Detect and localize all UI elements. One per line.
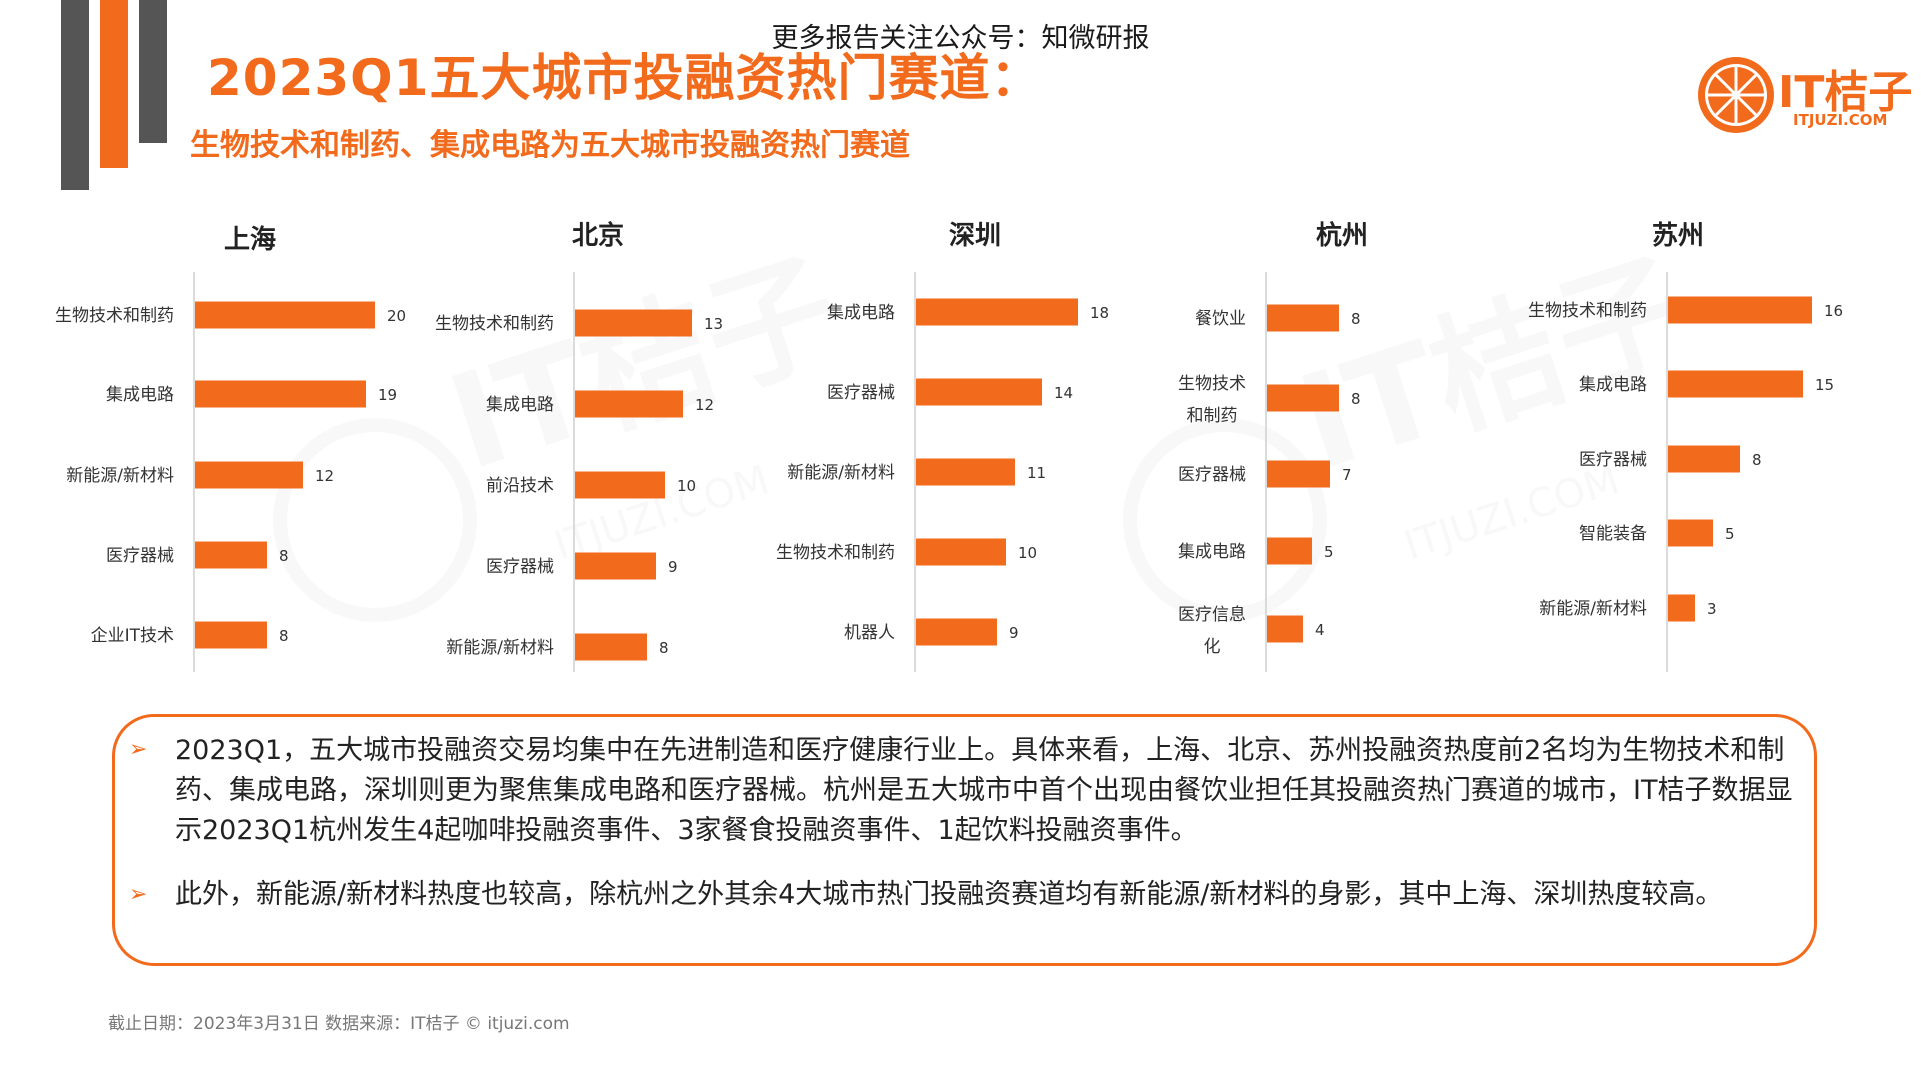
category-label-4-1: 集成电路 [1579, 375, 1647, 395]
data-label-0-0: 20 [387, 307, 406, 325]
orange-slice-icon [1698, 57, 1774, 133]
summary-paragraph-2: 此外，新能源/新材料热度也较高，除杭州之外其余4大城市热门投融资赛道均有新能源/… [175, 879, 1723, 910]
chart-title-2: 深圳 [949, 221, 1001, 251]
category-label-2-3: 生物技术和制药 [776, 543, 895, 563]
data-label-2-2: 11 [1027, 464, 1046, 482]
data-label-3-4: 4 [1315, 621, 1325, 639]
itjuzi-logo [1698, 57, 1774, 133]
bar-3-0 [1267, 304, 1339, 332]
data-label-1-0: 13 [704, 315, 723, 333]
summary-box: ➢ 2023Q1，五大城市投融资交易均集中在先进制造和医疗健康行业上。具体来看，… [112, 714, 1817, 966]
chart-title-0: 上海 [224, 225, 276, 255]
data-label-4-3: 5 [1725, 525, 1735, 543]
bar-2-1 [916, 378, 1042, 406]
arrow-bullet-icon: ➢ [129, 882, 148, 907]
category-label-3-1: 生物技术和制药 [1178, 374, 1246, 426]
bar-4-0 [1668, 296, 1812, 324]
bar-2-0 [916, 298, 1078, 326]
chart-title-1: 北京 [572, 220, 624, 251]
chart-title-4: 苏州 [1652, 221, 1704, 251]
footer-source: 截止日期：2023年3月31日 数据来源：IT桔子 © itjuzi.com [108, 1014, 570, 1034]
bar-3-4 [1267, 615, 1303, 643]
bar-4-4 [1668, 594, 1695, 622]
data-label-2-4: 9 [1009, 624, 1019, 642]
category-label-0-2: 新能源/新材料 [66, 466, 174, 486]
deco-bar-dark-left [61, 0, 89, 190]
data-label-3-2: 7 [1342, 466, 1352, 484]
logo-text: IT桔子 [1778, 67, 1913, 118]
deco-bar-orange [100, 0, 128, 168]
summary-paragraph-1: 2023Q1，五大城市投融资交易均集中在先进制造和医疗健康行业上。具体来看，上海… [175, 735, 1793, 846]
category-label-1-4: 新能源/新材料 [446, 638, 554, 658]
bar-1-4 [575, 633, 647, 661]
deco-bar-dark-right [139, 0, 167, 143]
category-label-4-2: 医疗器械 [1579, 450, 1647, 470]
data-label-1-2: 10 [677, 477, 696, 495]
data-label-2-3: 10 [1018, 544, 1037, 562]
category-label-0-3: 医疗器械 [106, 546, 174, 566]
bar-4-3 [1668, 519, 1713, 547]
data-label-4-4: 3 [1707, 600, 1717, 618]
logo-url: ITJUZI.COM [1793, 111, 1888, 129]
city-bar-charts: 上海 20 生物技术和制药 19 集成电路 12 新能源/新材料 8 医疗器械 8 企业IT技术 北京… [55, 220, 1843, 672]
data-label-4-1: 15 [1815, 376, 1834, 394]
category-label-3-4: 医疗信息化 [1178, 605, 1246, 657]
category-label-3-0: 餐饮业 [1195, 309, 1246, 329]
category-label-2-0: 集成电路 [827, 303, 895, 323]
bar-1-2 [575, 471, 665, 499]
bar-1-0 [575, 309, 692, 337]
category-label-0-4: 企业IT技术 [91, 626, 174, 646]
category-label-1-2: 前沿技术 [486, 476, 554, 496]
bar-4-2 [1668, 445, 1740, 473]
category-label-2-2: 新能源/新材料 [787, 463, 895, 483]
data-label-2-0: 18 [1090, 304, 1109, 322]
bar-0-0 [195, 301, 375, 329]
bar-1-1 [575, 390, 683, 418]
bar-2-3 [916, 538, 1006, 566]
category-label-0-1: 集成电路 [106, 385, 174, 405]
category-label-1-1: 集成电路 [486, 395, 554, 415]
page-subtitle: 生物技术和制药、集成电路为五大城市投融资热门赛道 [190, 128, 910, 163]
page-title: 2023Q1五大城市投融资热门赛道： [207, 49, 1042, 107]
data-label-1-1: 12 [695, 396, 714, 414]
bar-3-2 [1267, 460, 1330, 488]
bar-0-3 [195, 541, 267, 569]
category-label-3-2: 医疗器械 [1178, 465, 1246, 485]
data-label-1-4: 8 [659, 639, 669, 657]
category-label-0-0: 生物技术和制药 [55, 306, 174, 326]
bar-4-1 [1668, 370, 1803, 398]
bar-0-1 [195, 380, 366, 408]
decorative-bars [61, 0, 167, 190]
category-label-2-1: 医疗器械 [827, 383, 895, 403]
bar-3-1 [1267, 384, 1339, 412]
top-note: 更多报告关注公众号：知微研报 [771, 23, 1150, 54]
chart-title-3: 杭州 [1316, 220, 1368, 251]
data-label-1-3: 9 [668, 558, 678, 576]
category-label-4-3: 智能装备 [1579, 524, 1647, 544]
data-label-3-0: 8 [1351, 310, 1361, 328]
data-label-2-1: 14 [1054, 384, 1073, 402]
bar-1-3 [575, 552, 656, 580]
category-label-1-0: 生物技术和制药 [435, 314, 554, 334]
category-label-2-4: 机器人 [844, 623, 895, 643]
data-label-0-1: 19 [378, 386, 397, 404]
data-label-0-4: 8 [279, 627, 289, 645]
category-label-4-4: 新能源/新材料 [1539, 599, 1647, 619]
bar-0-4 [195, 621, 267, 649]
bar-3-3 [1267, 537, 1312, 565]
data-label-0-2: 12 [315, 467, 334, 485]
arrow-bullet-icon: ➢ [129, 737, 148, 762]
data-label-3-1: 8 [1351, 390, 1361, 408]
data-label-0-3: 8 [279, 547, 289, 565]
data-label-4-2: 8 [1752, 451, 1762, 469]
category-label-4-0: 生物技术和制药 [1528, 301, 1647, 321]
bar-2-2 [916, 458, 1015, 486]
bar-2-4 [916, 618, 997, 646]
category-label-1-3: 医疗器械 [486, 557, 554, 577]
bar-0-2 [195, 461, 303, 489]
data-label-3-3: 5 [1324, 543, 1334, 561]
category-label-3-3: 集成电路 [1178, 542, 1246, 562]
data-label-4-0: 16 [1824, 302, 1843, 320]
